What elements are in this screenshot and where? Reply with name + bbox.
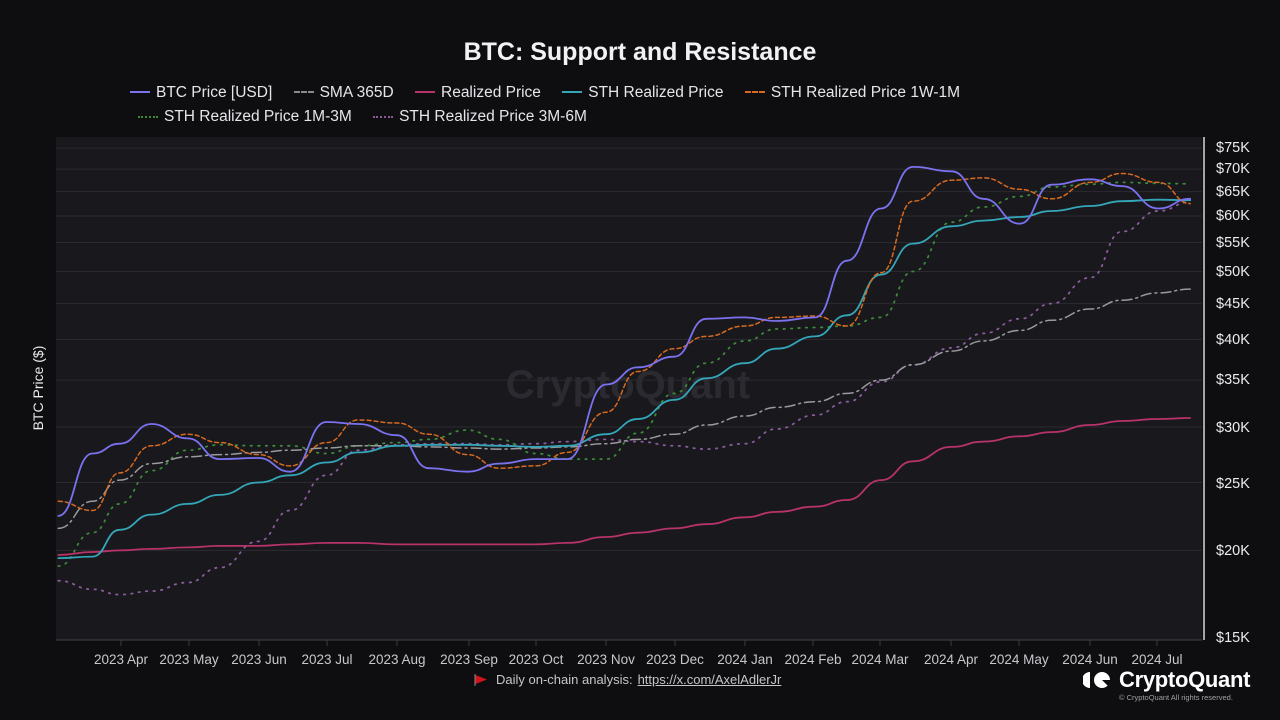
legend-item-btc-price[interactable]: BTC Price [USD] — [130, 82, 272, 103]
series-realized-price — [57, 417, 1192, 556]
x-tick: 2024 Jun — [1062, 652, 1118, 667]
x-tick: 2023 Nov — [577, 652, 635, 667]
series-sth-realized-price — [57, 198, 1192, 559]
x-tick: 2024 Feb — [784, 652, 842, 667]
chart-title: BTC: Support and Resistance — [463, 38, 817, 66]
brand-name: CryptoQuant — [1119, 667, 1251, 692]
dotted-line-icon — [373, 115, 394, 118]
dashdot-line-icon — [293, 91, 314, 93]
x-tick: 2023 Apr — [93, 652, 149, 667]
legend-item-sth-1m-3m[interactable]: STH Realized Price 1M-3M — [138, 106, 352, 127]
solid-line-icon — [130, 91, 150, 93]
cryptoquant-logo-icon — [1083, 672, 1110, 688]
footer-attribution: Daily on-chain analysis: https://x.com/A… — [474, 672, 781, 687]
y-tick: $60K — [1216, 208, 1250, 224]
legend-item-realized-price[interactable]: Realized Price — [415, 82, 541, 103]
y-tick: $50K — [1216, 264, 1250, 280]
y-tick: $55K — [1216, 235, 1250, 251]
y-tick: $25K — [1216, 476, 1250, 492]
gridlines — [56, 147, 1202, 551]
footer-text: Daily on-chain analysis: — [496, 672, 633, 687]
y-tick: $30K — [1216, 420, 1250, 436]
footer-link[interactable]: https://x.com/AxelAdlerJr — [637, 672, 782, 687]
legend-item-sth-3m-6m[interactable]: STH Realized Price 3M-6M — [373, 106, 587, 127]
legend-item-sth-realized-price[interactable]: STH Realized Price — [562, 82, 724, 103]
x-tick: 2024 Apr — [923, 652, 979, 667]
x-tick: 2024 Jul — [1131, 652, 1183, 667]
legend: BTC Price [USD] SMA 365D Realized Price … — [130, 78, 1190, 127]
x-tick: 2024 Mar — [851, 652, 909, 667]
dashed-line-icon — [744, 91, 765, 93]
legend-item-sth-1w-1m[interactable]: STH Realized Price 1W-1M — [744, 82, 960, 103]
x-tick: 2023 Dec — [646, 652, 704, 667]
y-tick: $45K — [1216, 296, 1250, 312]
y-tick: $15K — [1216, 630, 1250, 646]
dotted-line-icon — [138, 115, 158, 118]
x-tick: 2023 May — [159, 652, 219, 667]
x-tick: 2023 Sep — [440, 652, 498, 667]
series-btc-price-usd — [57, 165, 1192, 517]
series-lines — [57, 165, 1192, 596]
x-tick: 2023 Jun — [231, 652, 287, 667]
y-tick: $75K — [1216, 140, 1250, 156]
series-sth-realized-price-3m-6m — [57, 201, 1192, 596]
y-tick: $35K — [1216, 372, 1250, 388]
solid-line-icon — [415, 91, 435, 93]
legend-item-sma-365d[interactable]: SMA 365D — [293, 82, 394, 103]
copyright: © CryptoQuant All rights reserved. — [1119, 693, 1233, 702]
y-tick: $70K — [1216, 161, 1250, 177]
brand-logo: CryptoQuant — [1083, 667, 1250, 693]
red-flag-icon — [474, 673, 487, 686]
series-sma-365d — [57, 288, 1191, 530]
x-tick: 2023 Oct — [508, 652, 564, 667]
y-tick: $40K — [1216, 332, 1250, 348]
series-sth-realized-price-1w-1m — [57, 172, 1191, 512]
x-tick: 2024 Jan — [717, 652, 773, 667]
solid-line-icon — [562, 91, 583, 93]
y-tick: $65K — [1216, 184, 1250, 200]
x-tick: 2023 Jul — [301, 652, 353, 667]
x-tick-marks — [120, 640, 1158, 646]
x-tick: 2023 Aug — [368, 652, 426, 667]
y-tick: $20K — [1216, 543, 1250, 559]
x-tick: 2024 May — [989, 652, 1049, 667]
